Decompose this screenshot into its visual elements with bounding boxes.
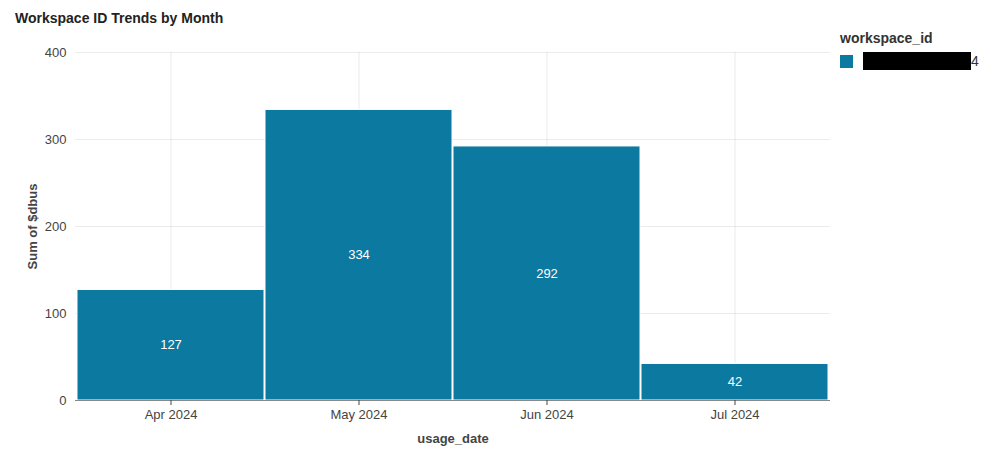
svg-text:0: 0 (59, 393, 66, 408)
svg-text:Sum of $dbus: Sum of $dbus (25, 184, 40, 270)
html-text:Workspace ID Trends by Month: Workspace ID Trends by Month (15, 10, 224, 26)
html-text:workspace_id: workspace_id (840, 30, 933, 46)
svg-text:Jul 2024: Jul 2024 (710, 407, 759, 422)
svg-text:Apr 2024: Apr 2024 (145, 407, 198, 422)
svg-text:200: 200 (45, 219, 67, 234)
svg-text:292: 292 (536, 266, 558, 281)
svg-text:400: 400 (45, 45, 67, 60)
svg-text:May 2024: May 2024 (330, 407, 387, 422)
svg-text:127: 127 (160, 337, 182, 352)
svg-text:usage_date: usage_date (417, 431, 489, 446)
html-text:4: 4 (971, 53, 979, 69)
svg-text:334: 334 (348, 247, 370, 262)
svg-text:100: 100 (45, 306, 67, 321)
svg-text:Jun 2024: Jun 2024 (520, 407, 574, 422)
svg-text:300: 300 (45, 132, 67, 147)
svg-text:42: 42 (728, 374, 742, 389)
